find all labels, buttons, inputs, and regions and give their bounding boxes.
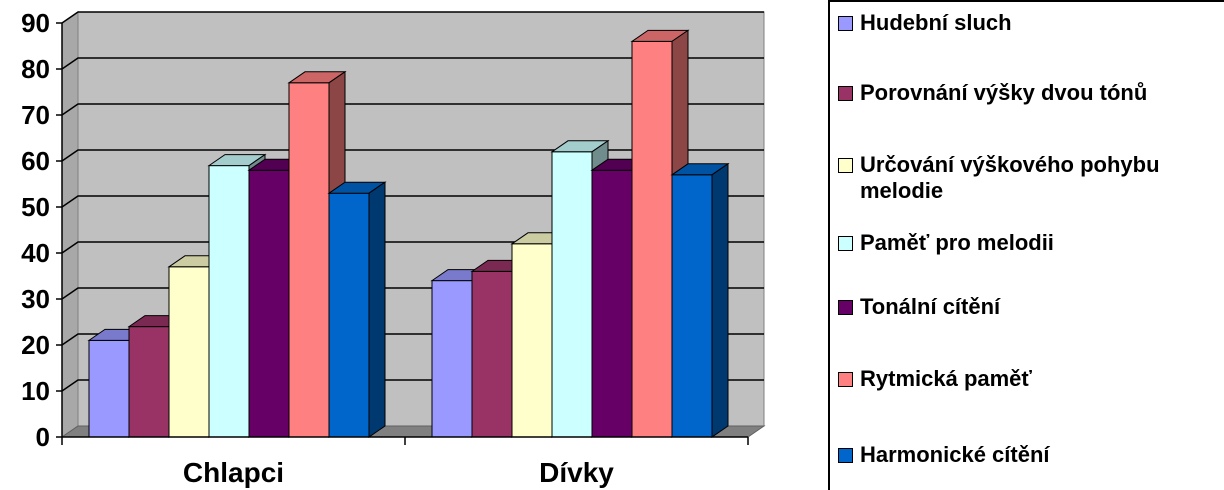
bar [670, 162, 730, 438]
y-tick-label: 30 [21, 284, 50, 314]
legend-item: Rytmická paměť [838, 366, 1218, 392]
legend-label: Tonální cítění [860, 294, 1001, 319]
y-tick-label: 20 [21, 330, 50, 360]
bar-chart: 0 10 20 30 40 50 60 70 80 90 Chlapci Dívky [21, 8, 766, 488]
legend: Hudební sluch Porovnání výšky dvou tónů Ur… [828, 0, 1224, 490]
legend-label: Porovnání výšky dvou tónů [860, 80, 1148, 105]
legend-swatch [838, 86, 853, 101]
y-tick-label: 60 [21, 146, 50, 176]
legend-item: Paměť pro melodii [838, 230, 1218, 256]
x-axis-categories: Chlapci Dívky [183, 457, 614, 488]
bar-front [551, 151, 593, 438]
legend-swatch [838, 16, 853, 31]
y-tick-label: 10 [21, 376, 50, 406]
y-tick-label: 80 [21, 54, 50, 84]
bar-front [328, 192, 370, 438]
bar-front [248, 169, 290, 438]
bar-front [168, 266, 210, 438]
legend-swatch [838, 448, 853, 463]
bar-side [711, 162, 729, 438]
legend-item: Tonální cítění [838, 294, 1218, 320]
x-category-label: Chlapci [183, 457, 284, 488]
y-tick-label: 70 [21, 100, 50, 130]
gridline [61, 103, 764, 116]
x-category-label: Dívky [539, 457, 614, 488]
legend-swatch [838, 158, 853, 173]
bar-front [631, 40, 673, 438]
bar-front [208, 165, 250, 438]
bar-front [431, 280, 473, 438]
legend-item: Porovnání výšky dvou tónů [838, 80, 1218, 106]
y-tick-label: 90 [21, 8, 50, 38]
legend-label: Určování výškového pohybu melodie [860, 152, 1160, 203]
legend-label: Rytmická paměť [860, 366, 1032, 391]
side-wall [61, 11, 79, 438]
gridline [61, 149, 764, 162]
bar-front [471, 270, 513, 438]
legend-item: Hudební sluch [838, 10, 1218, 36]
legend-item: Harmonické cítění [838, 442, 1218, 468]
bar-side [368, 181, 386, 438]
legend-swatch [838, 300, 853, 315]
legend-swatch [838, 236, 853, 251]
bar-front [591, 169, 633, 438]
y-axis-ticks: 0 10 20 30 40 50 60 70 80 90 [21, 8, 50, 452]
bar-front [128, 326, 170, 438]
legend-label: Hudební sluch [860, 10, 1012, 35]
bar-front [288, 82, 330, 438]
y-tick-label: 50 [21, 192, 50, 222]
y-tick-label: 0 [36, 422, 50, 452]
y-tick-label: 40 [21, 238, 50, 268]
bar-front [671, 174, 713, 438]
bar-front [511, 243, 553, 438]
bar [327, 181, 387, 438]
legend-item: Určování výškového pohybu melodie [838, 152, 1218, 204]
bars [87, 29, 730, 438]
axes [56, 22, 749, 445]
bar-front [88, 339, 130, 438]
gridline [61, 11, 764, 24]
legend-swatch [838, 372, 853, 387]
legend-label: Paměť pro melodii [860, 230, 1054, 255]
gridline [61, 57, 764, 70]
gridline [61, 195, 764, 208]
legend-label: Harmonické cítění [860, 442, 1050, 467]
